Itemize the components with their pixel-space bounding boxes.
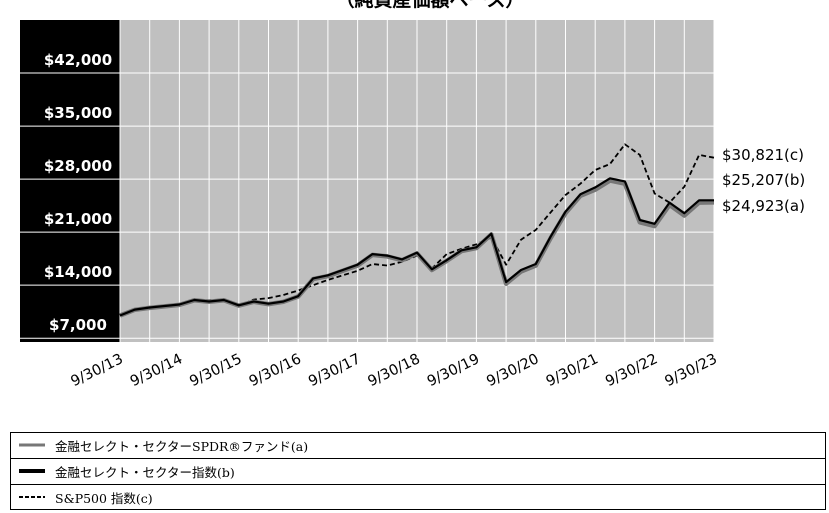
x-tick-label: 9/30/13 xyxy=(68,351,125,390)
y-axis-panel xyxy=(20,20,120,342)
y-tick-label: $42,000 xyxy=(44,51,112,69)
legend-swatch-dashed-black xyxy=(11,485,49,509)
series-lines xyxy=(119,143,715,318)
x-tick-label: 9/30/14 xyxy=(128,351,185,390)
x-tick-label: 9/30/19 xyxy=(425,351,482,390)
legend-item-fund: 金融セレクト・セクターSPDR®ファンド(a) xyxy=(11,433,308,457)
legend-item-index: 金融セレクト・セクター指数(b) xyxy=(11,459,235,483)
x-tick-label: 9/30/20 xyxy=(484,351,541,390)
y-tick-label: $35,000 xyxy=(44,104,112,122)
end-label: $25,207(b) xyxy=(722,171,805,189)
y-tick-label: $14,000 xyxy=(44,263,112,281)
y-tick-label: $28,000 xyxy=(44,157,112,175)
legend-swatch-thick-black xyxy=(11,459,49,483)
end-label: $24,923(a) xyxy=(722,197,805,215)
legend-divider xyxy=(11,458,825,459)
legend-label: 金融セレクト・セクターSPDR®ファンド(a) xyxy=(55,438,309,454)
legend-label: 金融セレクト・セクター指数(b) xyxy=(55,464,235,480)
legend-item-sp500: S&P500 指数(c) xyxy=(11,485,153,509)
x-tick-labels: 9/30/13 9/30/14 9/30/15 9/30/16 9/30/17 9/30/… xyxy=(68,351,719,390)
legend-divider xyxy=(11,484,825,485)
line-chart: （純資産価額ベース） $7,000 $14,000 $21,000 $28,000 $3… xyxy=(8,0,806,391)
gridlines xyxy=(8,12,715,350)
x-tick-label: 9/30/17 xyxy=(306,351,363,390)
x-tick-label: 9/30/21 xyxy=(544,351,601,390)
legend-label: S&P500 指数(c) xyxy=(55,490,153,506)
y-tick-labels: $7,000 $14,000 $21,000 $28,000 $35,000 $42,00… xyxy=(44,51,112,334)
end-labels: $30,821(c) $25,207(b) $24,923(a) xyxy=(722,146,805,215)
x-tick-label: 9/30/23 xyxy=(662,351,719,390)
legend-swatch-thick-gray xyxy=(11,433,49,457)
x-tick-label: 9/30/15 xyxy=(187,351,244,390)
chart-title: （純資産価額ベース） xyxy=(335,0,524,11)
series-line-thick-black xyxy=(119,177,714,317)
legend: 金融セレクト・セクターSPDR®ファンド(a) 金融セレクト・セクター指数(b)… xyxy=(10,432,826,510)
x-tick-label: 9/30/16 xyxy=(247,351,304,390)
y-tick-label: $21,000 xyxy=(44,210,112,228)
y-tick-label: $7,000 xyxy=(49,316,107,334)
end-label: $30,821(c) xyxy=(722,146,804,164)
x-tick-label: 9/30/22 xyxy=(603,351,660,390)
x-tick-label: 9/30/18 xyxy=(365,351,422,390)
